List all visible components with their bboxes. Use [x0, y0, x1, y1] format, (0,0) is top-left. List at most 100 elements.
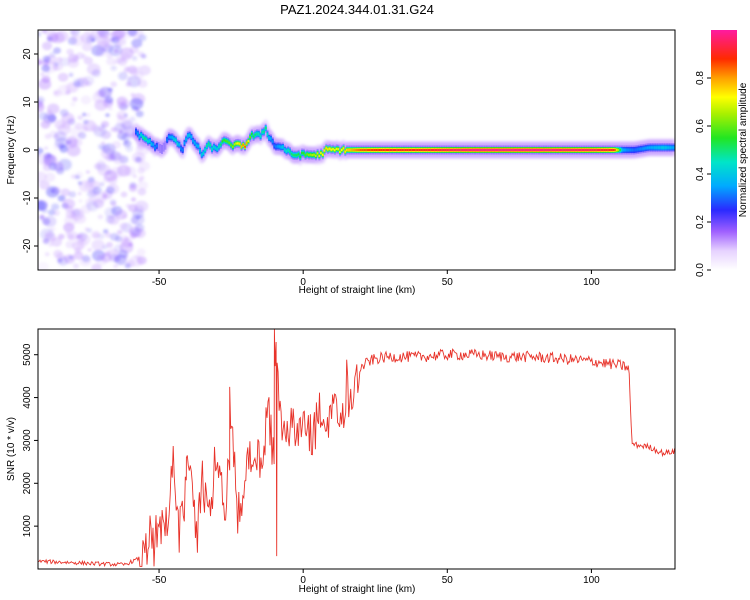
noise-speckle [51, 203, 60, 211]
ridge-point [387, 148, 390, 152]
ridge-point [186, 134, 189, 137]
noise-speckle [87, 176, 95, 183]
noise-speckle [96, 30, 110, 37]
ridge-point [240, 145, 243, 148]
ridge-point [614, 148, 617, 152]
ridge-point [468, 148, 471, 152]
noise-speckle [132, 174, 137, 179]
noise-speckle [62, 198, 75, 210]
ridge-point [375, 148, 378, 152]
noise-speckle [38, 171, 47, 183]
ridge-point [491, 148, 494, 152]
noise-speckle [128, 242, 134, 247]
ridge-point [482, 148, 485, 152]
noise-speckle [82, 119, 89, 125]
noise-speckle [100, 253, 112, 263]
noise-speckle [128, 185, 138, 193]
ridge-point [667, 146, 670, 149]
ridge-point [577, 148, 580, 152]
noise-speckle [38, 96, 45, 104]
ridge-point [446, 148, 449, 152]
ridge-point [335, 147, 338, 150]
ridge-point [135, 130, 137, 133]
noise-speckle [98, 143, 106, 150]
noise-speckle [44, 232, 57, 242]
ridge-point [480, 148, 483, 152]
ridge-point [365, 148, 368, 152]
ridge-point [477, 148, 480, 152]
ridge-point [588, 148, 591, 152]
ridge-point [553, 148, 556, 152]
ridge-point [517, 148, 520, 152]
noise-speckle [50, 188, 56, 194]
ridge-point [309, 153, 312, 156]
noise-speckle [133, 71, 144, 81]
noise-speckle [48, 242, 53, 247]
y-tick-label: 1000 [22, 515, 33, 538]
noise-speckle [125, 203, 131, 208]
y-tick-label: 3000 [22, 429, 33, 452]
ridge-point [142, 136, 144, 139]
x-tick-label: 50 [442, 277, 454, 288]
noise-speckle [59, 145, 69, 153]
ridge-point [458, 148, 461, 152]
ridge-point [136, 132, 139, 135]
ridge-point [622, 148, 625, 152]
ridge-point [264, 127, 267, 130]
noise-speckle [90, 124, 101, 133]
ridge-point [401, 148, 404, 152]
ridge-point [368, 148, 371, 152]
ridge-point [519, 148, 521, 152]
x-tick-label: 100 [583, 277, 600, 288]
ridge-point [377, 148, 380, 152]
noise-speckle [135, 110, 144, 118]
ridge-point [219, 143, 222, 146]
ridge-point [631, 148, 634, 152]
ridge-point [287, 149, 290, 152]
ridge-point [333, 149, 336, 152]
ridge-point [484, 148, 487, 152]
noise-speckle [75, 171, 84, 179]
noise-speckle [113, 48, 119, 54]
noise-speckle [85, 170, 90, 174]
ridge-point [195, 144, 198, 147]
noise-speckle [91, 263, 102, 270]
noise-speckle [56, 56, 63, 63]
ridge-point [572, 148, 575, 152]
noise-speckle [110, 201, 117, 207]
noise-speckle [85, 81, 93, 87]
noise-speckle [57, 233, 65, 240]
ridge-point [171, 136, 174, 139]
ridge-point [140, 133, 143, 136]
ridge-point [493, 148, 495, 152]
snr-x-axis: -50 0 50 100 [152, 569, 600, 586]
noise-speckle [68, 191, 77, 198]
ridge-point [157, 142, 160, 152]
noise-speckle [97, 254, 102, 259]
ridge-point [320, 151, 323, 155]
ridge-point [256, 132, 259, 135]
ridge-point [660, 146, 663, 149]
spectrogram-plot-area [38, 30, 675, 270]
noise-speckle [65, 135, 78, 147]
noise-speckle [56, 167, 64, 175]
ridge-point [269, 137, 272, 140]
ridge-point [308, 153, 310, 157]
noise-speckle [101, 130, 112, 139]
noise-speckle [115, 56, 124, 64]
noise-speckle [73, 251, 84, 260]
ridge-point [332, 148, 335, 151]
noise-speckle [90, 230, 101, 239]
ridge-point [574, 148, 577, 152]
noise-speckle [124, 166, 137, 177]
ridge-point [373, 148, 376, 152]
noise-speckle [41, 75, 51, 84]
colorbar-gradient [711, 30, 737, 270]
ridge-point [617, 148, 620, 152]
noise-speckle [114, 122, 126, 133]
noise-speckle [68, 255, 74, 260]
ridge-point [242, 143, 245, 146]
snr-plot-area [38, 329, 675, 568]
noise-speckle [53, 131, 67, 143]
